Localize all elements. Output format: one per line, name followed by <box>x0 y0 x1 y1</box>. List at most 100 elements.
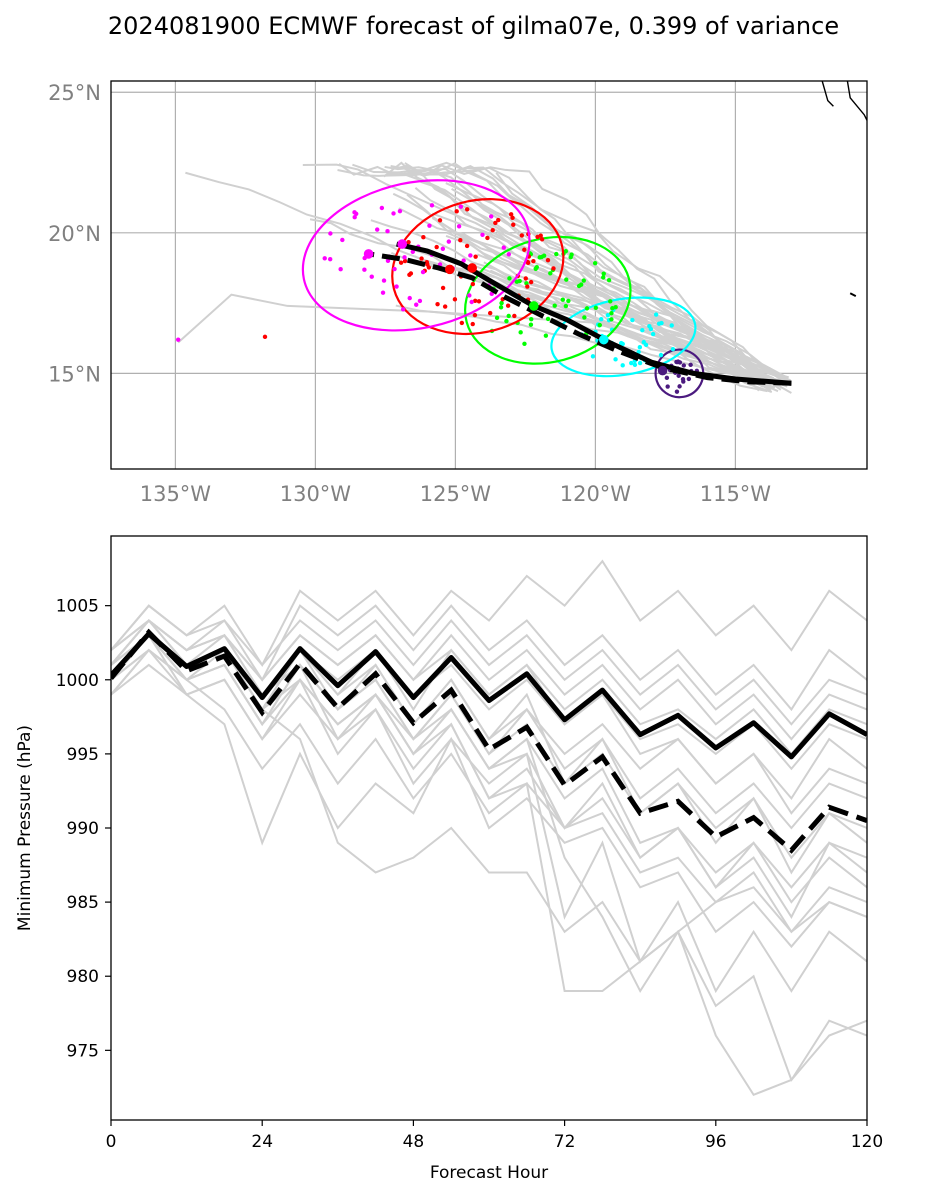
lon-tick-label: 120°W <box>560 482 632 506</box>
day3-position-dot <box>613 305 618 310</box>
day3-position-dot <box>581 278 586 283</box>
day2-position-dot <box>620 341 625 347</box>
day2-position-dot <box>641 339 647 345</box>
figure-title: 2024081900 ECMWF forecast of gilma07e, 0… <box>107 12 840 40</box>
day5-position-dot <box>327 256 333 262</box>
x-tick-label: 72 <box>554 1132 576 1152</box>
day5-position-dot <box>352 210 357 215</box>
day5-position-dot <box>352 215 357 220</box>
day3-position-dot <box>584 306 590 311</box>
day4-position-dot <box>528 279 534 285</box>
member-track <box>392 192 789 379</box>
day4-position-dot <box>434 244 439 250</box>
day5-position-dot <box>458 204 464 209</box>
day5-position-dot <box>392 266 397 272</box>
day2-position-dot <box>637 360 643 366</box>
day4-position-dot <box>419 256 424 261</box>
day4-position-dot <box>551 266 556 271</box>
day5-position-dot <box>467 293 472 298</box>
day1-position-dot <box>674 389 680 394</box>
day4-position-dot <box>496 217 501 223</box>
day4-position-dot <box>398 260 404 265</box>
day3-position-dot <box>560 297 566 302</box>
mean-pressure-solid <box>111 631 867 760</box>
day4-position-dot <box>421 235 426 240</box>
x-axis-label: Forecast Hour <box>430 1163 548 1183</box>
member-track <box>177 293 596 344</box>
day5-position-dot <box>379 205 385 211</box>
day4-position-dot <box>452 297 458 302</box>
day5-position-dot <box>446 239 452 244</box>
day4-position-dot <box>458 237 463 243</box>
day2-position-dot <box>590 354 596 359</box>
day5-position-dot <box>468 253 473 258</box>
member-pressure-line <box>111 618 867 726</box>
day5-position-dot <box>328 231 333 236</box>
day4-uncertainty-ellipse <box>391 198 565 336</box>
day5-position-dot <box>429 203 435 208</box>
pressure-plot-area <box>111 559 867 1097</box>
day4-position-dot <box>402 258 408 264</box>
day5-position-dot <box>385 228 390 234</box>
day5-position-dot <box>322 256 327 261</box>
day3-position-dot <box>592 261 598 266</box>
day4-position-dot <box>472 298 478 304</box>
day3-position-dot <box>522 341 527 346</box>
day2-position-dot <box>650 331 656 337</box>
x-tick-label: 24 <box>251 1132 273 1152</box>
day1-position-dot <box>688 362 693 368</box>
day3-position-dot <box>541 253 547 258</box>
day3-position-dot <box>552 303 557 308</box>
day3-position-dot <box>554 251 559 257</box>
daily-mean-position <box>445 264 455 275</box>
day1-position-dot <box>676 373 681 378</box>
day4-position-dot <box>538 233 543 238</box>
y-tick-label: 990 <box>67 819 99 839</box>
day5-position-dot <box>427 223 432 228</box>
day2-position-dot <box>605 313 611 318</box>
day4-position-dot <box>406 239 411 245</box>
day5-position-dot <box>420 269 426 275</box>
day2-position-dot <box>630 317 635 323</box>
day3-position-dot <box>609 317 614 322</box>
day3-position-dot <box>578 282 584 287</box>
daily-mean-position <box>599 334 609 345</box>
day4-position-dot <box>472 312 478 318</box>
x-tick-label: 48 <box>403 1132 425 1152</box>
day2-position-dot <box>653 312 659 317</box>
day4-position-dot <box>525 284 530 289</box>
lat-tick-label: 20°N <box>48 222 101 246</box>
y-tick-label: 980 <box>67 967 99 987</box>
day5-position-dot <box>375 227 380 232</box>
day3-position-dot <box>507 276 512 281</box>
y-axis-label: Minimum Pressure (hPa) <box>15 725 35 931</box>
member-track <box>409 162 787 387</box>
lon-tick-label: 125°W <box>420 482 492 506</box>
day3-position-dot <box>528 322 534 327</box>
day3-position-dot <box>563 303 569 309</box>
day5-position-dot <box>489 214 494 219</box>
member-track <box>398 207 791 382</box>
day4-position-dot <box>493 220 498 226</box>
day4-position-dot <box>464 207 470 212</box>
day4-position-dot <box>511 222 516 227</box>
day4-position-dot <box>442 304 448 309</box>
day2-position-dot <box>613 357 618 362</box>
day3-position-dot <box>529 317 534 322</box>
day3-position-dot <box>517 278 522 284</box>
day5-position-dot <box>176 337 181 342</box>
daily-mean-position <box>529 301 539 311</box>
day3-position-dot <box>593 305 599 311</box>
y-tick-label: 1005 <box>56 597 99 617</box>
pressure-timeseries-panel: 0 24 48 72 96 120 975 980 985 990 995 1000 1005 Forec… <box>15 535 883 1183</box>
daily-mean-position <box>397 239 408 249</box>
day1-position-dot <box>677 384 682 389</box>
member-pressure-line <box>111 559 867 667</box>
day5-position-dot <box>397 208 403 214</box>
day2-position-dot <box>620 363 625 368</box>
day4-position-dot <box>407 272 412 277</box>
day4-position-dot <box>485 235 490 241</box>
lat-tick-label: 15°N <box>48 362 101 386</box>
day1-position-dot <box>665 384 670 389</box>
day2-uncertainty-ellipse <box>550 296 697 378</box>
